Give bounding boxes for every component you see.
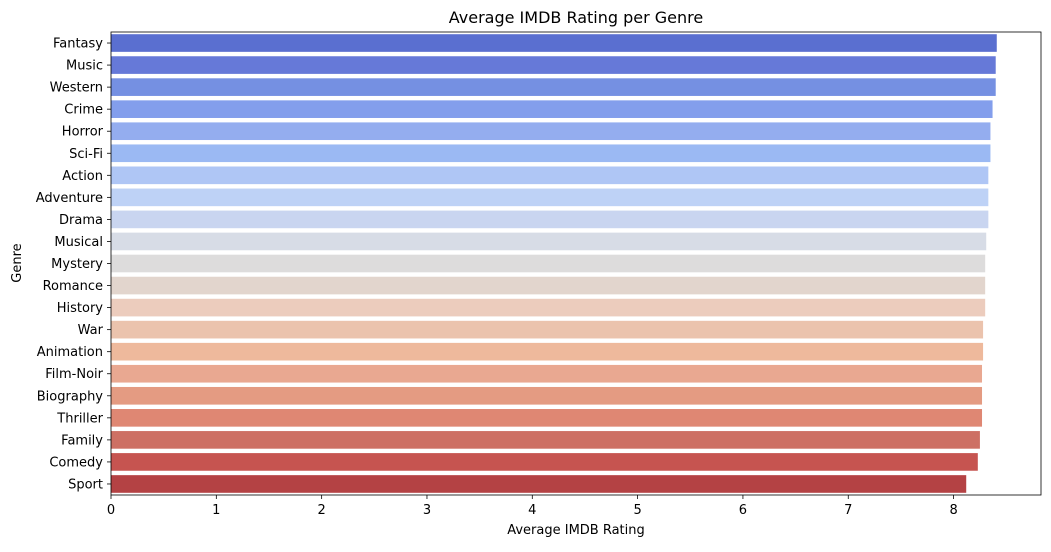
y-tick-label: Music (66, 59, 103, 74)
bar-animation (111, 342, 984, 361)
y-tick-label: Animation (37, 345, 103, 360)
y-tick-label: Romance (43, 279, 103, 294)
bar-crime (111, 100, 993, 118)
y-tick-label: Film-Noir (45, 367, 103, 382)
x-tick-label: 3 (423, 503, 431, 518)
y-tick-label: War (78, 323, 104, 338)
y-tick-label: Mystery (51, 257, 103, 272)
bar-thriller (111, 409, 983, 427)
bar-adventure (111, 188, 989, 207)
plot-frame (110, 31, 1042, 496)
x-tick-label: 7 (844, 503, 852, 518)
bar-fantasy (111, 34, 997, 52)
y-tick-label: Fantasy (53, 37, 103, 52)
y-tick-label: Drama (59, 213, 103, 228)
y-tick-label: Family (61, 433, 103, 448)
y-axis-label: Genre (10, 243, 25, 282)
bar-music (111, 56, 996, 74)
x-tick-label: 0 (107, 503, 115, 518)
bar-romance (111, 276, 986, 295)
x-tick-label: 2 (318, 503, 326, 518)
bar-film-noir (111, 364, 983, 383)
y-tick-label: Adventure (36, 191, 103, 206)
y-tick-label: Thriller (56, 411, 103, 426)
y-tick-label: Comedy (49, 455, 103, 470)
y-tick-label: Horror (62, 125, 104, 140)
y-tick-label: Crime (64, 103, 103, 118)
x-tick-label: 8 (949, 503, 957, 518)
bar-biography (111, 386, 983, 405)
y-tick-label: Sci-Fi (69, 147, 103, 162)
x-tick-label: 1 (212, 503, 220, 518)
bar-family (111, 431, 980, 449)
x-tick-label: 5 (633, 503, 641, 518)
bar-western (111, 78, 996, 96)
bar-horror (111, 122, 991, 141)
y-tick-label: Action (62, 169, 103, 184)
bar-musical (111, 232, 987, 251)
y-tick-label: History (57, 301, 104, 316)
bar-sport (111, 475, 967, 493)
bars-layer (111, 34, 997, 493)
y-tick-label: Western (50, 81, 103, 96)
x-tick-label: 4 (528, 503, 536, 518)
chart-title: Average IMDB Rating per Genre (449, 8, 703, 27)
bar-comedy (111, 453, 978, 471)
y-tick-label: Musical (54, 235, 103, 250)
x-tick-label: 6 (739, 503, 747, 518)
bar-mystery (111, 254, 986, 273)
y-tick-label: Sport (68, 477, 103, 492)
axes-layer: Fantasy Music Western Crime Horror Sci-Fi Acti… (36, 31, 1042, 518)
bar-action (111, 166, 989, 185)
bar-drama (111, 210, 989, 229)
x-axis-label: Average IMDB Rating (507, 523, 645, 538)
bar-history (111, 298, 986, 317)
bar-war (111, 320, 984, 339)
bar-sci-fi (111, 144, 991, 163)
y-tick-label: Biography (37, 389, 104, 404)
